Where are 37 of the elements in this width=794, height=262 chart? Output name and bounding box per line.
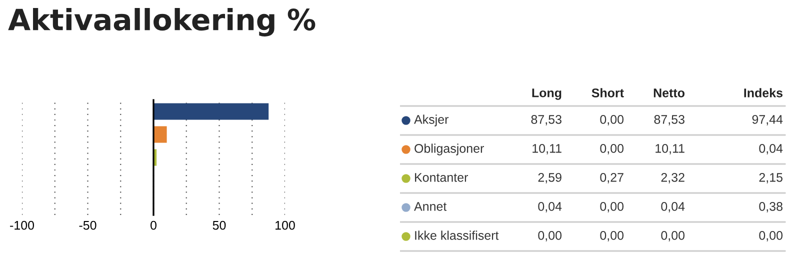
category-label: Aksjer [414,114,449,126]
text: Indeks [744,88,782,98]
category-label: Obligasjoner [414,144,484,156]
category-label: Ikke klassifisert [415,230,499,240]
data-label: 0,38 [759,202,782,212]
data-label: 0,00 [600,144,624,154]
bar [154,126,167,143]
data-label: 0,00 [600,202,624,212]
x-tick-label: -50 [79,220,96,230]
data-label: 0,27 [600,173,624,184]
data-label: 87,53 [654,115,684,126]
data-label: 2,32 [661,173,684,184]
x-tick-label: 0 [150,220,156,230]
chart-title: Aktivaallokering % [8,8,316,36]
data-label: 0,04 [661,202,685,212]
category-label: Annet [414,202,447,211]
data-label: 10,11 [656,144,684,154]
data-label: 0,04 [759,144,783,154]
data-label: 10,11 [532,144,562,154]
category-label: Kontanter [415,173,468,182]
text: Netto [654,88,685,98]
text: Long [532,88,562,100]
data-label: 87,53 [531,115,562,126]
x-tick-label: -100 [10,220,34,230]
text: Short [592,88,624,98]
x-tick-label: 100 [276,220,295,230]
data-label: 2,59 [538,173,562,184]
data-label: 0,00 [538,231,562,242]
data-label: 0,00 [759,231,783,242]
bar [154,103,269,120]
data-label: 97,44 [752,115,783,126]
data-label: 0,04 [538,202,562,212]
data-label: 2,15 [759,173,782,184]
data-label: 0,00 [600,231,624,242]
data-label: 0,00 [661,231,685,242]
data-label: 0,00 [600,115,624,126]
x-tick-label: 50 [212,220,226,230]
